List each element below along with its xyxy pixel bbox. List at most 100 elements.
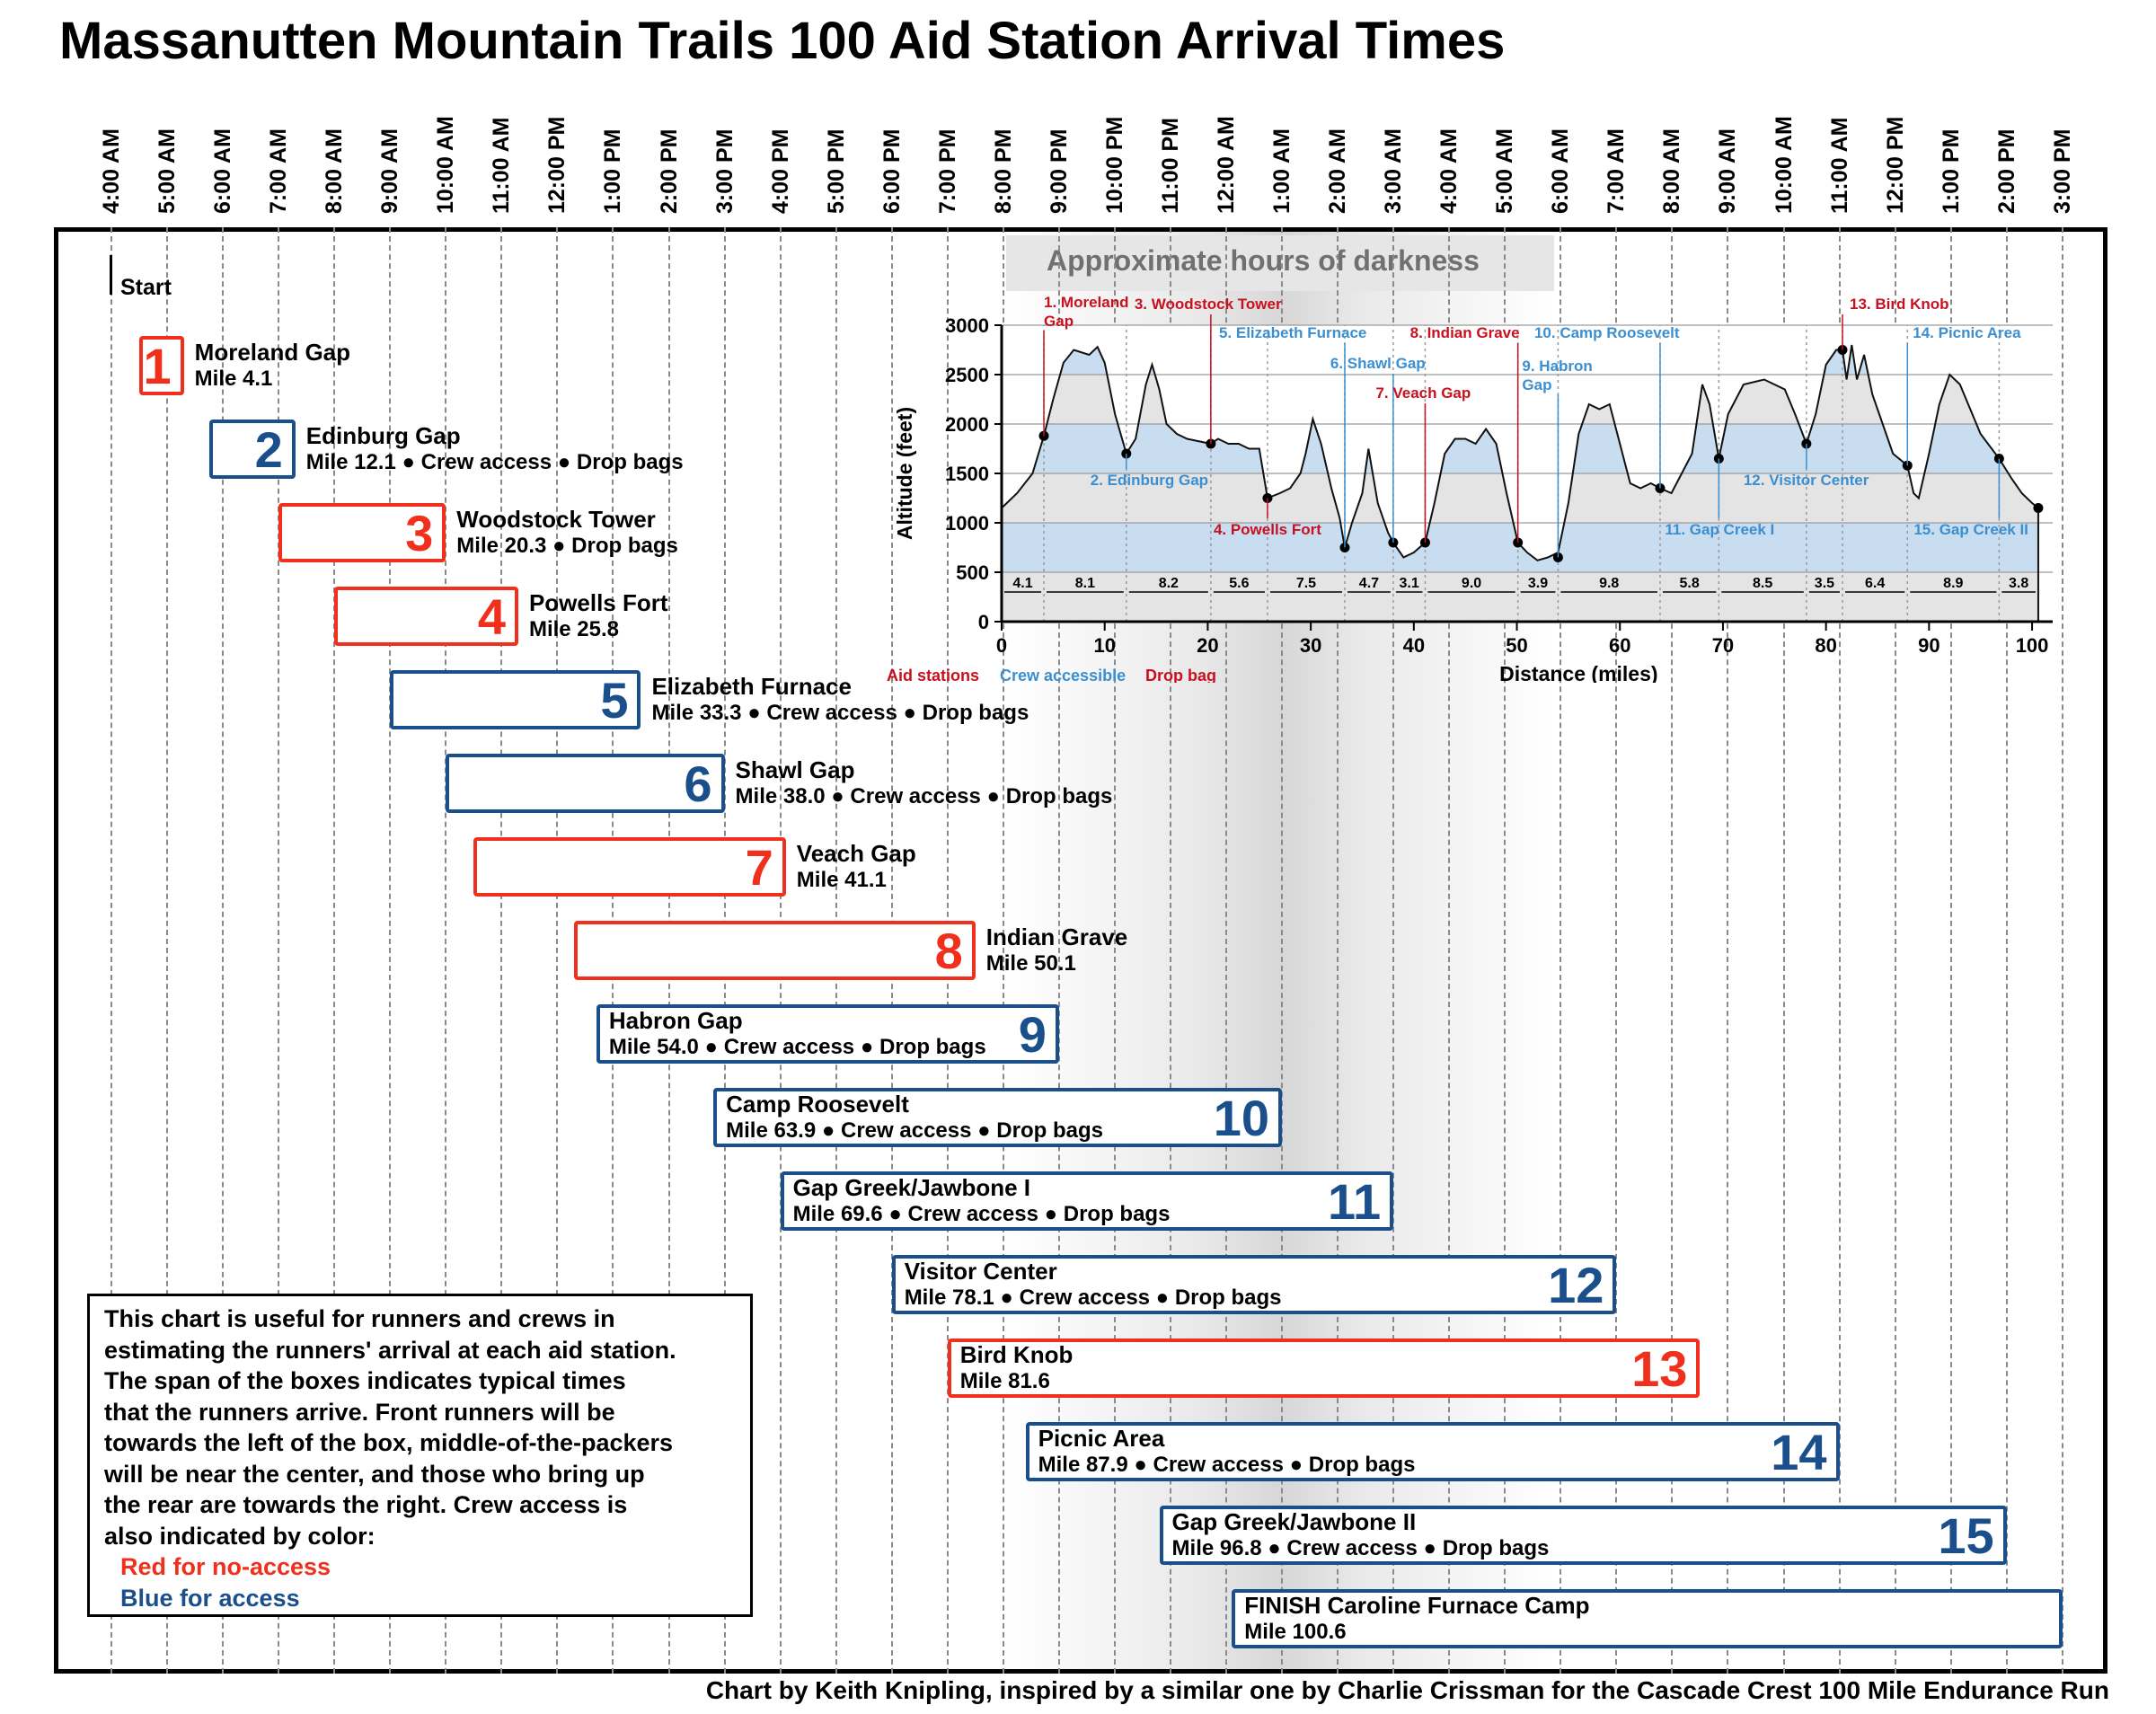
station-box bbox=[891, 1255, 1617, 1314]
hour-label: 9:00 AM bbox=[1715, 128, 1741, 214]
hour-gridline bbox=[1782, 227, 1785, 1674]
x-tick-label: 40 bbox=[1403, 634, 1425, 657]
station-box bbox=[139, 336, 184, 395]
station-name: Moreland Gap bbox=[194, 339, 351, 366]
x-axis-label: Distance (miles) bbox=[1499, 662, 1657, 683]
hour-label: 4:00 AM bbox=[1436, 128, 1462, 214]
hour-label: 4:00 PM bbox=[767, 128, 793, 214]
hour-label: 11:00 AM bbox=[1826, 117, 1852, 214]
station-number: 13 bbox=[1631, 1340, 1688, 1397]
station-box bbox=[446, 754, 725, 813]
aid-point bbox=[1038, 430, 1049, 441]
hour-label: 2:00 PM bbox=[656, 128, 682, 214]
station-number: 2 bbox=[254, 421, 283, 478]
station-mile: Mile 4.1 bbox=[194, 367, 273, 391]
chart-title: Massanutten Mountain Trails 100 Aid Stat… bbox=[59, 12, 1506, 70]
station-profile-label: 11. Gap Creek I bbox=[1665, 521, 1774, 538]
segment-label: 4.1 bbox=[1012, 576, 1032, 591]
note-line: The span of the boxes indicates typical … bbox=[104, 1367, 626, 1394]
hour-label: 9:00 PM bbox=[1046, 128, 1072, 214]
hour-label: 3:00 PM bbox=[2049, 128, 2075, 214]
station-profile-label: 6. Shawl Gap bbox=[1330, 355, 1426, 372]
station-profile-label: 5. Elizabeth Furnace bbox=[1219, 324, 1366, 341]
station-number: 6 bbox=[684, 755, 712, 812]
segment-label: 8.2 bbox=[1159, 576, 1179, 591]
station-number: 12 bbox=[1548, 1257, 1604, 1313]
station-name: Camp Roosevelt bbox=[726, 1091, 909, 1118]
hour-label: 2:00 PM bbox=[1993, 128, 2019, 214]
segment-label: 8.5 bbox=[1753, 576, 1772, 591]
hour-label: 8:00 AM bbox=[322, 128, 348, 214]
hour-label: 5:00 AM bbox=[155, 128, 181, 214]
station-box bbox=[1025, 1422, 1840, 1481]
station-box bbox=[473, 837, 786, 897]
station-mile: Mile 78.1 ● Crew access ● Drop bags bbox=[904, 1286, 1282, 1310]
hour-label: 3:00 PM bbox=[711, 128, 738, 214]
hour-gridline bbox=[1337, 227, 1339, 1674]
hour-label: 4:00 AM bbox=[99, 128, 124, 214]
elevation-band bbox=[1002, 572, 2038, 622]
hour-gridline bbox=[1113, 227, 1116, 1674]
hour-gridline bbox=[1225, 227, 1227, 1674]
station-profile-label: 13. Bird Knob bbox=[1850, 296, 1949, 313]
hour-label: 7:00 PM bbox=[934, 128, 960, 214]
note-line: will be near the center, and those who b… bbox=[104, 1460, 645, 1488]
hour-label: 1:00 PM bbox=[600, 128, 626, 214]
note-line: towards the left of the box, middle-of-t… bbox=[104, 1429, 674, 1456]
segment-label: 3.1 bbox=[1400, 576, 1419, 591]
note-line: the rear are towards the right. Crew acc… bbox=[104, 1491, 628, 1518]
hour-label: 10:00 PM bbox=[1101, 116, 1127, 214]
hour-label: 5:00 AM bbox=[1492, 128, 1518, 214]
hour-gridline bbox=[2061, 227, 2063, 1674]
segment-label: 5.6 bbox=[1229, 576, 1249, 591]
x-tick-label: 80 bbox=[1815, 634, 1836, 657]
station-name: Gap Greek/Jawbone I bbox=[792, 1174, 1031, 1201]
hour-label: 6:00 PM bbox=[879, 128, 905, 214]
chart-frame bbox=[54, 227, 2107, 1674]
station-box bbox=[1232, 1589, 2063, 1648]
station-box bbox=[334, 587, 518, 646]
station-mile: Mile 63.9 ● Crew access ● Drop bags bbox=[726, 1118, 1103, 1143]
hour-gridline bbox=[222, 227, 225, 1674]
station-profile-label-line2: Gap bbox=[1522, 376, 1551, 393]
hour-gridline bbox=[1169, 227, 1171, 1674]
station-box bbox=[1159, 1506, 2007, 1565]
hour-label: 1:00 PM bbox=[1938, 128, 1964, 214]
station-name: Woodstock Tower bbox=[456, 506, 656, 533]
note-line: also indicated by color: bbox=[104, 1522, 376, 1550]
station-number: 9 bbox=[1018, 1006, 1047, 1063]
chart-credit: Chart by Keith Knipling, inspired by a s… bbox=[705, 1676, 2109, 1704]
hour-label: 5:00 PM bbox=[823, 128, 849, 214]
y-tick-label: 2000 bbox=[945, 413, 989, 436]
segment-label: 3.5 bbox=[1815, 576, 1834, 591]
hour-label: 9:00 AM bbox=[377, 128, 403, 214]
station-number: 11 bbox=[1327, 1173, 1382, 1230]
segment-label: 8.1 bbox=[1075, 576, 1095, 591]
elevation-profile: 0 500 1000 1500 2000 2500 3000 0 10 20 30 40 50 60 70 8… bbox=[887, 296, 2053, 683]
station-mile: Mile 81.6 bbox=[959, 1369, 1050, 1393]
y-axis-label: Altitude (feet) bbox=[893, 407, 916, 540]
station-box bbox=[390, 670, 641, 729]
station-mile: Mile 41.1 bbox=[796, 868, 887, 892]
station-name: Veach Gap bbox=[796, 840, 916, 867]
darkness-label: Approximate hours of darkness bbox=[1047, 244, 1480, 277]
hour-label: 12:00 PM bbox=[544, 116, 570, 214]
y-tick-label: 0 bbox=[978, 611, 989, 633]
segment-label: 3.8 bbox=[2009, 576, 2028, 591]
note-line: This chart is useful for runners and cre… bbox=[104, 1305, 615, 1332]
y-tick-label: 500 bbox=[956, 561, 989, 584]
note-line: that the runners arrive. Front runners w… bbox=[104, 1398, 615, 1426]
station-profile-label: 14. Picnic Area bbox=[1913, 324, 2021, 341]
hour-gridline bbox=[1560, 227, 1562, 1674]
hour-label: 6:00 AM bbox=[1548, 128, 1574, 214]
hour-label: 7:00 AM bbox=[266, 128, 292, 214]
hour-gridline bbox=[1057, 227, 1060, 1674]
station-number: 8 bbox=[934, 923, 963, 979]
profile-legend-item: Crew accessible bbox=[1000, 667, 1126, 683]
station-number: 5 bbox=[600, 672, 629, 729]
hour-gridline bbox=[278, 227, 280, 1674]
station-profile-label: 4. Powells Fort bbox=[1214, 521, 1321, 538]
segment-label: 6.4 bbox=[1865, 576, 1885, 591]
hour-label: 8:00 PM bbox=[990, 128, 1016, 214]
station-mile: Mile 12.1 ● Crew access ● Drop bags bbox=[305, 450, 684, 474]
